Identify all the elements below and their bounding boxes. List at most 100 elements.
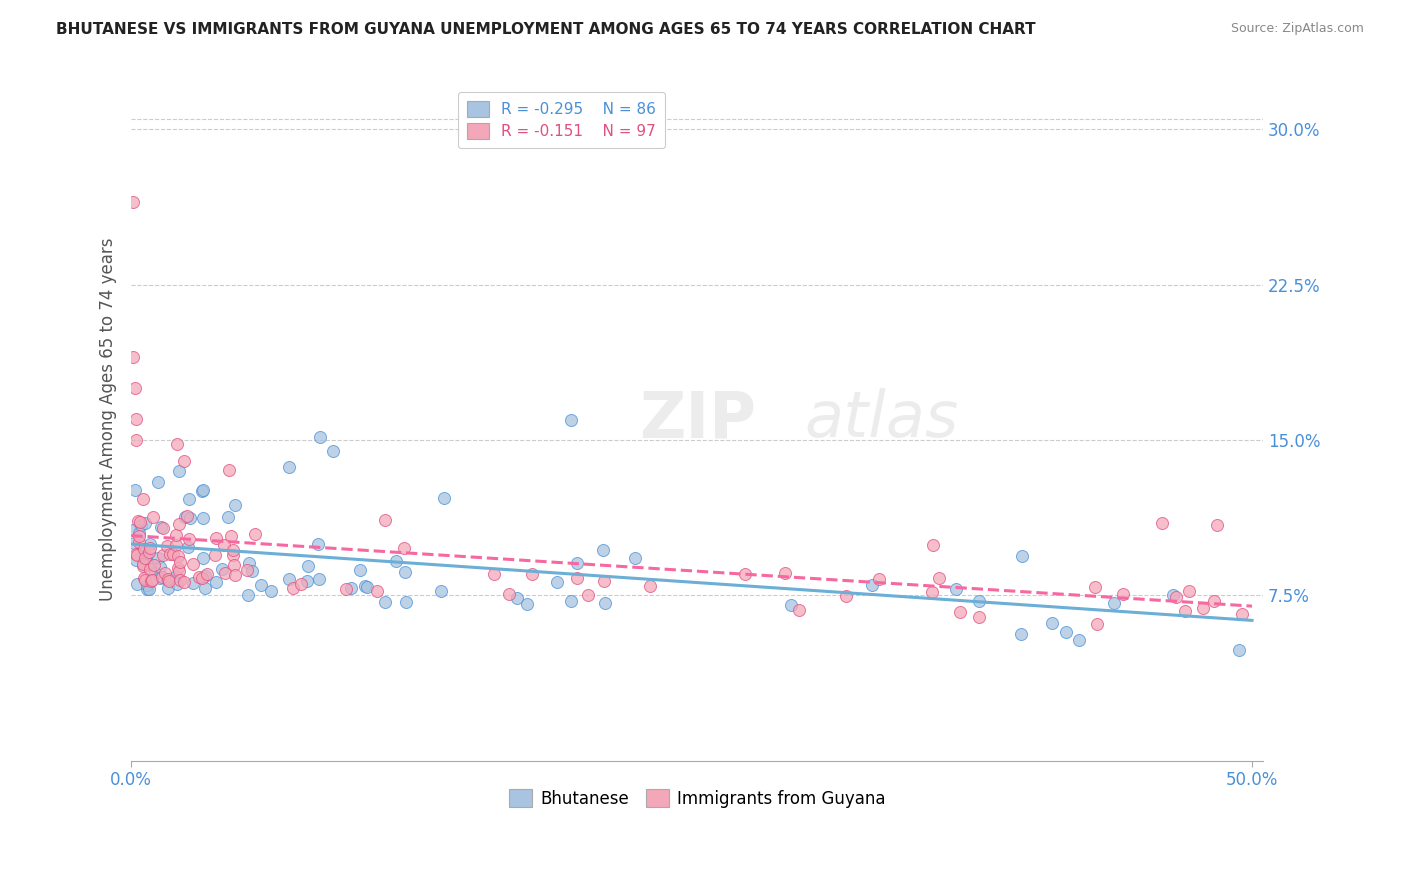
Point	[176, 508, 198, 523]
Point	[967, 594, 990, 608]
Point	[734, 566, 756, 581]
Point	[166, 576, 188, 591]
Point	[868, 572, 890, 586]
Point	[165, 569, 187, 583]
Point	[560, 594, 582, 608]
Point	[349, 564, 371, 578]
Point	[567, 570, 589, 584]
Point	[1174, 604, 1197, 618]
Point	[1161, 588, 1184, 602]
Point	[578, 588, 600, 602]
Point	[181, 557, 204, 571]
Point	[638, 579, 661, 593]
Point	[131, 517, 153, 532]
Point	[148, 475, 170, 489]
Point	[122, 194, 145, 209]
Point	[166, 549, 188, 563]
Point	[290, 577, 312, 591]
Point	[1192, 600, 1215, 615]
Point	[122, 523, 145, 537]
Point	[522, 567, 544, 582]
Point	[236, 563, 259, 577]
Point	[138, 582, 160, 596]
Point	[433, 491, 456, 505]
Point	[122, 536, 145, 550]
Point	[297, 558, 319, 573]
Point	[165, 538, 187, 552]
Point	[353, 579, 375, 593]
Point	[149, 571, 172, 585]
Point	[340, 581, 363, 595]
Point	[484, 566, 506, 581]
Point	[167, 561, 190, 575]
Point	[150, 570, 173, 584]
Point	[356, 580, 378, 594]
Point	[366, 583, 388, 598]
Point	[835, 590, 858, 604]
Point	[1010, 627, 1032, 641]
Point	[194, 568, 217, 582]
Point	[132, 571, 155, 585]
Point	[949, 606, 972, 620]
Point	[1084, 580, 1107, 594]
Point	[177, 540, 200, 554]
Point	[132, 559, 155, 574]
Point	[205, 531, 228, 545]
Point	[156, 572, 179, 586]
Point	[136, 582, 159, 596]
Point	[153, 566, 176, 581]
Point	[132, 557, 155, 571]
Point	[142, 510, 165, 524]
Point	[125, 548, 148, 562]
Point	[593, 596, 616, 610]
Point	[191, 550, 214, 565]
Point	[139, 541, 162, 556]
Point	[921, 539, 943, 553]
Point	[131, 491, 153, 506]
Point	[498, 587, 520, 601]
Point	[165, 527, 187, 541]
Point	[546, 575, 568, 590]
Point	[167, 516, 190, 531]
Point	[169, 564, 191, 578]
Point	[928, 571, 950, 585]
Point	[222, 543, 245, 558]
Point	[430, 584, 453, 599]
Point	[1230, 607, 1253, 621]
Point	[157, 574, 180, 588]
Point	[179, 532, 201, 546]
Point	[212, 538, 235, 552]
Point	[787, 603, 810, 617]
Point	[322, 443, 344, 458]
Point	[1202, 594, 1225, 608]
Point	[135, 549, 157, 564]
Point	[222, 558, 245, 573]
Point	[152, 520, 174, 534]
Point	[132, 542, 155, 557]
Point	[238, 556, 260, 570]
Point	[125, 547, 148, 561]
Point	[1069, 632, 1091, 647]
Text: Source: ZipAtlas.com: Source: ZipAtlas.com	[1230, 22, 1364, 36]
Point	[181, 576, 204, 591]
Point	[1054, 624, 1077, 639]
Point	[167, 464, 190, 478]
Point	[250, 578, 273, 592]
Point	[169, 555, 191, 569]
Point	[1205, 518, 1227, 533]
Point	[945, 582, 967, 596]
Point	[173, 575, 195, 590]
Point	[173, 509, 195, 524]
Point	[260, 584, 283, 599]
Point	[166, 437, 188, 451]
Point	[149, 519, 172, 533]
Point	[139, 562, 162, 576]
Point	[173, 453, 195, 467]
Point	[243, 526, 266, 541]
Point	[139, 537, 162, 551]
Point	[132, 545, 155, 559]
Point	[125, 576, 148, 591]
Point	[156, 539, 179, 553]
Point	[149, 559, 172, 574]
Point	[308, 572, 330, 586]
